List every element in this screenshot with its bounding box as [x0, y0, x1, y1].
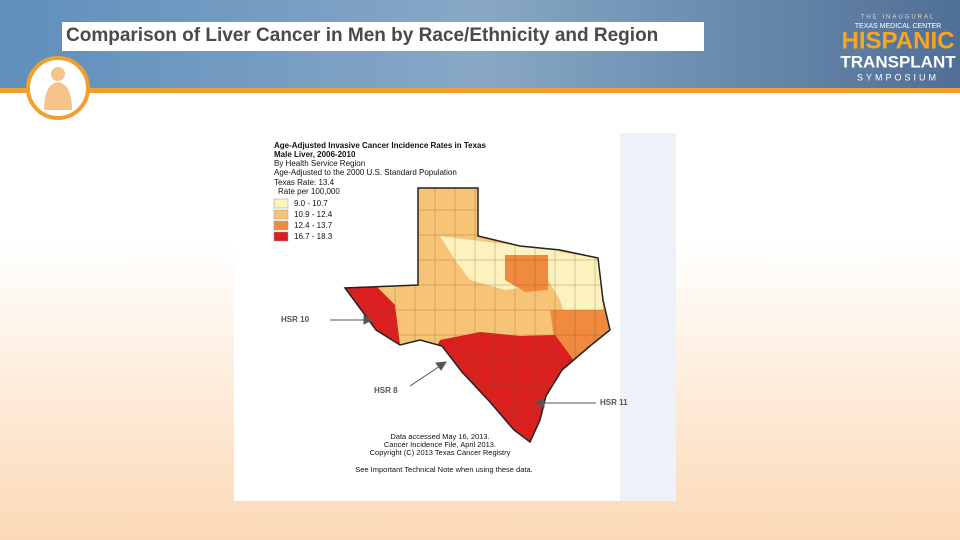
- legend-label: 10.9 - 12.4: [294, 210, 333, 219]
- header-rule: [0, 88, 960, 93]
- logo-body: [44, 82, 72, 110]
- legend-label: 16.7 - 18.3: [294, 232, 333, 241]
- logo-head: [51, 67, 65, 81]
- footer-line: Cancer Incidence File, April 2013.: [384, 440, 496, 449]
- region: [505, 255, 548, 292]
- region: [430, 332, 575, 442]
- logo-brand: TRANSPLANT: [840, 52, 956, 71]
- map-subtitle: By Health Service Region: [274, 159, 365, 168]
- annotation: HSR 8: [374, 386, 398, 395]
- logo-line: TEXAS MEDICAL CENTER: [855, 23, 941, 30]
- legend-swatch: [273, 220, 289, 231]
- map-title: Age-Adjusted Invasive Cancer Incidence R…: [274, 141, 486, 150]
- texas-outline: [343, 187, 611, 444]
- region: [345, 280, 400, 345]
- map-title: Male Liver, 2006-2010: [274, 150, 356, 159]
- map-subtitle: Age-Adjusted to the 2000 U.S. Standard P…: [274, 168, 457, 177]
- legend-swatch: [273, 209, 289, 220]
- footer-line: Data accessed May 16, 2013.: [390, 432, 489, 441]
- legend-label: 9.0 - 10.7: [294, 199, 328, 208]
- logo-brand: HISPANIC: [842, 27, 955, 54]
- annotation: HSR 10: [281, 315, 310, 324]
- logo-line: SYMPOSIUM: [857, 72, 939, 82]
- legend-label: 12.4 - 13.7: [294, 221, 333, 230]
- legend-swatch: [273, 198, 289, 209]
- texas-rate: Texas Rate: 13.4: [274, 178, 335, 187]
- footer-line: See Important Technical Note when using …: [355, 465, 532, 474]
- annotations: HSR 10 HSR 8 HSR 11: [281, 315, 628, 407]
- annotation: HSR 11: [600, 398, 628, 407]
- arrows: [330, 315, 596, 408]
- map-panel-edge: [620, 133, 676, 501]
- rate-unit: Rate per 100,000: [278, 187, 340, 196]
- footer-line: Copyright (C) 2013 Texas Cancer Registry: [370, 448, 511, 457]
- map-header: Age-Adjusted Invasive Cancer Incidence R…: [274, 141, 486, 196]
- slide-title: Comparison of Liver Cancer in Men by Rac…: [66, 25, 658, 46]
- legend-swatch: [273, 231, 289, 242]
- map-footer: Data accessed May 16, 2013. Cancer Incid…: [355, 432, 532, 474]
- legend: 9.0 - 10.7 10.9 - 12.4 12.4 - 13.7 16.7 - 1…: [273, 198, 333, 242]
- title-box: [62, 22, 704, 51]
- logo-line: THE INAUGURAL: [861, 15, 936, 21]
